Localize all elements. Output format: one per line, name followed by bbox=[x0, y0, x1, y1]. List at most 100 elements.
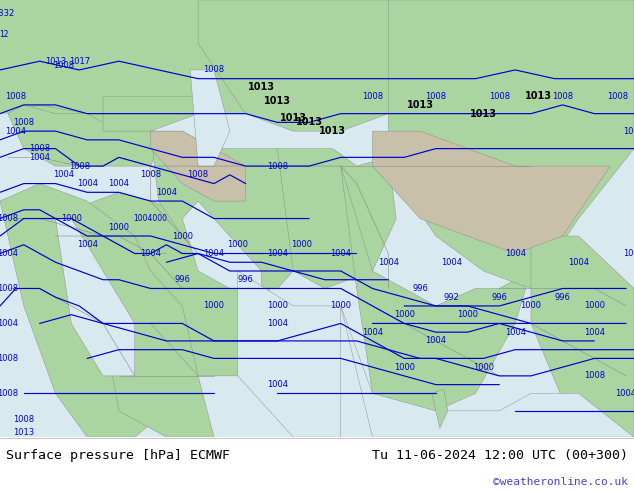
Text: 12: 12 bbox=[0, 30, 9, 40]
Polygon shape bbox=[150, 131, 301, 289]
Text: 1008: 1008 bbox=[0, 354, 18, 363]
Text: 1008: 1008 bbox=[204, 66, 224, 74]
Text: 1000: 1000 bbox=[584, 301, 605, 311]
Text: 1008: 1008 bbox=[0, 284, 18, 293]
Text: 992: 992 bbox=[444, 293, 460, 302]
Text: 1000: 1000 bbox=[521, 301, 541, 311]
Text: 1000: 1000 bbox=[108, 223, 129, 232]
Text: 1004: 1004 bbox=[505, 328, 526, 337]
Text: 1004: 1004 bbox=[5, 126, 27, 136]
Text: 1008: 1008 bbox=[29, 144, 50, 153]
Text: 1004: 1004 bbox=[204, 249, 224, 258]
Text: 1004: 1004 bbox=[156, 188, 177, 197]
Text: 1013: 1013 bbox=[470, 109, 497, 119]
Text: 1000: 1000 bbox=[204, 301, 224, 311]
Polygon shape bbox=[198, 0, 483, 131]
Text: 1004: 1004 bbox=[267, 319, 288, 328]
Text: 1000: 1000 bbox=[394, 363, 415, 371]
Text: 1008: 1008 bbox=[584, 371, 605, 380]
Text: 996: 996 bbox=[491, 293, 507, 302]
Text: 1008: 1008 bbox=[362, 92, 383, 100]
Polygon shape bbox=[341, 306, 634, 437]
Polygon shape bbox=[190, 70, 230, 166]
Text: 996: 996 bbox=[555, 293, 571, 302]
Text: 1013: 1013 bbox=[13, 428, 34, 437]
Text: 1008: 1008 bbox=[425, 92, 446, 100]
Text: 1013: 1013 bbox=[45, 57, 66, 66]
Text: 1008: 1008 bbox=[0, 389, 18, 398]
Text: 1013: 1013 bbox=[320, 126, 346, 136]
Text: 1008: 1008 bbox=[68, 162, 90, 171]
Text: 1004: 1004 bbox=[568, 258, 589, 267]
Text: 1000: 1000 bbox=[330, 301, 351, 311]
Text: 1008: 1008 bbox=[188, 171, 209, 179]
Text: 1332: 1332 bbox=[0, 9, 15, 18]
Polygon shape bbox=[278, 148, 396, 289]
Text: 1004: 1004 bbox=[362, 328, 383, 337]
Text: 1004: 1004 bbox=[584, 328, 605, 337]
Bar bbox=[0, 0, 634, 114]
Polygon shape bbox=[56, 219, 134, 376]
Text: 1013: 1013 bbox=[248, 82, 275, 93]
Text: 1004: 1004 bbox=[378, 258, 399, 267]
Text: 1004: 1004 bbox=[330, 249, 351, 258]
Text: 1000: 1000 bbox=[394, 310, 415, 319]
Polygon shape bbox=[103, 323, 214, 437]
Text: 1017: 1017 bbox=[68, 57, 90, 66]
Text: 1004: 1004 bbox=[616, 389, 634, 398]
Text: 1004000: 1004000 bbox=[134, 214, 167, 223]
Text: 1000: 1000 bbox=[61, 214, 82, 223]
Text: 1004: 1004 bbox=[29, 153, 50, 162]
Text: 1008: 1008 bbox=[5, 92, 27, 100]
Text: 1004: 1004 bbox=[0, 319, 18, 328]
Polygon shape bbox=[432, 389, 448, 428]
Polygon shape bbox=[238, 271, 341, 437]
Polygon shape bbox=[56, 192, 269, 376]
Text: 996: 996 bbox=[174, 275, 190, 284]
Text: 1000: 1000 bbox=[473, 363, 494, 371]
Text: 1013: 1013 bbox=[406, 100, 434, 110]
Text: 1008: 1008 bbox=[0, 214, 18, 223]
Text: 1000: 1000 bbox=[267, 301, 288, 311]
Text: 1004: 1004 bbox=[505, 249, 526, 258]
Polygon shape bbox=[0, 184, 198, 437]
Text: 1000: 1000 bbox=[172, 231, 193, 241]
Text: 1000: 1000 bbox=[457, 310, 478, 319]
Text: 1004: 1004 bbox=[140, 249, 161, 258]
Polygon shape bbox=[150, 131, 246, 201]
Text: 1004: 1004 bbox=[623, 249, 634, 258]
Text: 1008: 1008 bbox=[607, 92, 629, 100]
Text: 996: 996 bbox=[412, 284, 428, 293]
Text: 1013: 1013 bbox=[295, 118, 323, 127]
Text: 1004: 1004 bbox=[108, 179, 129, 188]
Polygon shape bbox=[341, 166, 531, 411]
Text: 1008: 1008 bbox=[267, 162, 288, 171]
Text: Surface pressure [hPa] ECMWF: Surface pressure [hPa] ECMWF bbox=[6, 449, 230, 462]
Polygon shape bbox=[8, 105, 150, 166]
Text: 1008: 1008 bbox=[13, 118, 34, 127]
Polygon shape bbox=[373, 131, 610, 253]
Text: 1013: 1013 bbox=[526, 91, 552, 101]
Text: 1008: 1008 bbox=[13, 415, 34, 424]
Text: ©weatheronline.co.uk: ©weatheronline.co.uk bbox=[493, 477, 628, 487]
Text: 1008: 1008 bbox=[53, 61, 74, 70]
Text: 1004: 1004 bbox=[77, 179, 98, 188]
Text: 1000: 1000 bbox=[227, 240, 249, 249]
Text: 1004: 1004 bbox=[77, 240, 98, 249]
Text: 1004: 1004 bbox=[425, 337, 446, 345]
Text: Tu 11-06-2024 12:00 UTC (00+300): Tu 11-06-2024 12:00 UTC (00+300) bbox=[372, 449, 628, 462]
Text: 1008: 1008 bbox=[489, 92, 510, 100]
Polygon shape bbox=[531, 236, 634, 437]
Text: 1004: 1004 bbox=[0, 249, 18, 258]
Text: 1004: 1004 bbox=[441, 258, 462, 267]
Text: 1013: 1013 bbox=[280, 113, 307, 123]
Text: 1004: 1004 bbox=[623, 126, 634, 136]
Text: 1013: 1013 bbox=[264, 96, 291, 105]
Text: 1008: 1008 bbox=[140, 171, 161, 179]
Text: 996: 996 bbox=[238, 275, 254, 284]
Polygon shape bbox=[388, 0, 634, 289]
Text: 1004: 1004 bbox=[267, 249, 288, 258]
Text: 1004: 1004 bbox=[267, 380, 288, 389]
Polygon shape bbox=[183, 201, 261, 289]
Polygon shape bbox=[8, 105, 158, 166]
